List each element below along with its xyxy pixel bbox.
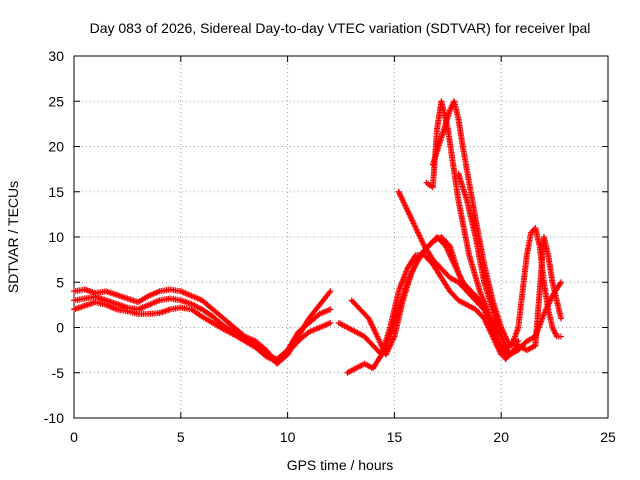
x-tick-label: 20: [493, 429, 509, 445]
x-tick-labels: 0 5 10 15 20 25: [70, 429, 616, 445]
data-point: [557, 280, 564, 287]
data-point: [327, 319, 334, 326]
series-peak-c: [429, 98, 513, 349]
axis-ticks: [73, 55, 609, 419]
x-tick-label: 25: [600, 429, 616, 445]
data-point: [558, 315, 565, 322]
x-tick-label: 10: [280, 429, 296, 445]
series-pass-c: [71, 299, 334, 365]
data-point: [558, 333, 565, 340]
y-tick-label: 10: [48, 229, 64, 245]
y-tick-label: -10: [44, 410, 64, 426]
y-tick-label: 20: [48, 139, 64, 155]
chart-title: Day 083 of 2026, Sidereal Day-to-day VTE…: [90, 20, 591, 36]
series-late-c: [506, 279, 565, 358]
y-tick-label: -5: [52, 365, 65, 381]
y-axis-label: SDTVAR / TECUs: [5, 181, 21, 293]
y-tick-label: 0: [56, 320, 64, 336]
data-point: [327, 288, 334, 295]
data-point: [327, 306, 334, 313]
x-axis-label: GPS time / hours: [287, 457, 394, 473]
series-pass-a: [71, 286, 334, 367]
data-point: [326, 289, 333, 296]
y-tick-labels: -10 -5 0 5 10 15 20 25 30: [44, 48, 64, 426]
y-tick-label: 25: [48, 93, 64, 109]
series-peak-d: [455, 170, 522, 358]
x-tick-label: 5: [177, 429, 185, 445]
y-tick-label: 15: [48, 184, 64, 200]
data-point: [558, 279, 565, 286]
grid-lines: [74, 56, 608, 418]
data-marks: [71, 98, 565, 376]
y-tick-label: 30: [48, 48, 64, 64]
y-tick-label: 5: [56, 274, 64, 290]
x-tick-label: 15: [387, 429, 403, 445]
x-tick-label: 0: [70, 429, 78, 445]
